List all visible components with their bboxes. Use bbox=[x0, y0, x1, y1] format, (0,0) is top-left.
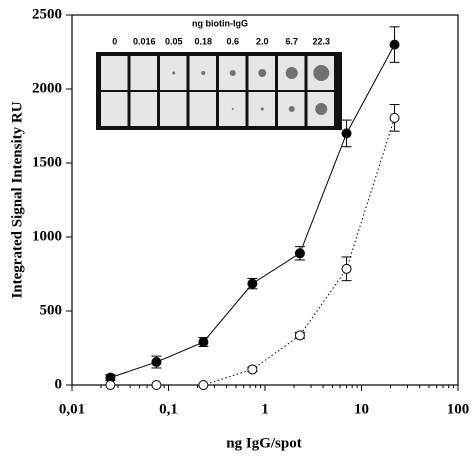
y-tick-label: 500 bbox=[40, 302, 63, 318]
blot-spot bbox=[229, 70, 236, 76]
inset-label: 6.7 bbox=[285, 36, 298, 46]
blot-spot bbox=[260, 107, 264, 111]
blot-spot bbox=[315, 103, 328, 115]
x-tick-label: 10 bbox=[354, 401, 369, 417]
blot-cell bbox=[101, 56, 128, 90]
blot-spot bbox=[201, 71, 206, 75]
y-tick-label: 2000 bbox=[32, 80, 62, 96]
x-tick-label: 100 bbox=[447, 401, 470, 417]
inset-label: 2.0 bbox=[256, 36, 269, 46]
point bbox=[389, 112, 400, 123]
y-tick-label: 1500 bbox=[32, 154, 62, 170]
point bbox=[341, 263, 352, 274]
blot-cell bbox=[160, 92, 187, 126]
x-tick-label: 0,01 bbox=[59, 401, 85, 417]
point bbox=[294, 248, 305, 259]
point bbox=[198, 380, 209, 390]
inset-label: 0.05 bbox=[165, 36, 183, 46]
point bbox=[247, 278, 258, 289]
point bbox=[151, 380, 162, 390]
x-tick-label: 0,1 bbox=[159, 401, 178, 417]
inset-label: 0.6 bbox=[226, 36, 239, 46]
blot-cell bbox=[189, 92, 216, 126]
point bbox=[341, 128, 352, 139]
blot-spot bbox=[288, 106, 295, 112]
series-line bbox=[110, 117, 396, 386]
inset-label: 0 bbox=[112, 36, 117, 46]
point bbox=[294, 330, 305, 341]
x-axis-title: ng IgG/spot bbox=[226, 435, 301, 451]
point bbox=[389, 39, 400, 50]
x-tick-label: 1 bbox=[261, 401, 269, 417]
blot-spot bbox=[313, 65, 330, 81]
blot-cell bbox=[101, 92, 128, 126]
point bbox=[198, 337, 209, 348]
point bbox=[105, 380, 116, 390]
blot-spot bbox=[285, 67, 298, 79]
y-tick-label: 1000 bbox=[32, 228, 62, 244]
blot-cell bbox=[130, 56, 157, 90]
blot-cell bbox=[130, 92, 157, 126]
y-tick-label: 0 bbox=[55, 376, 63, 392]
inset-label: 0.016 bbox=[133, 36, 156, 46]
y-tick-label: 2500 bbox=[32, 6, 62, 22]
y-axis-title: Integrated Signal Intensity RU bbox=[9, 101, 25, 298]
point bbox=[247, 364, 258, 375]
point bbox=[151, 357, 162, 368]
blot-spot bbox=[231, 108, 234, 110]
inset-title: ng biotin-IgG bbox=[192, 18, 248, 28]
blot-spot bbox=[172, 71, 176, 75]
inset-label: 0.18 bbox=[194, 36, 212, 46]
inset-label: 22.3 bbox=[312, 36, 330, 46]
blot-spot bbox=[258, 69, 267, 77]
